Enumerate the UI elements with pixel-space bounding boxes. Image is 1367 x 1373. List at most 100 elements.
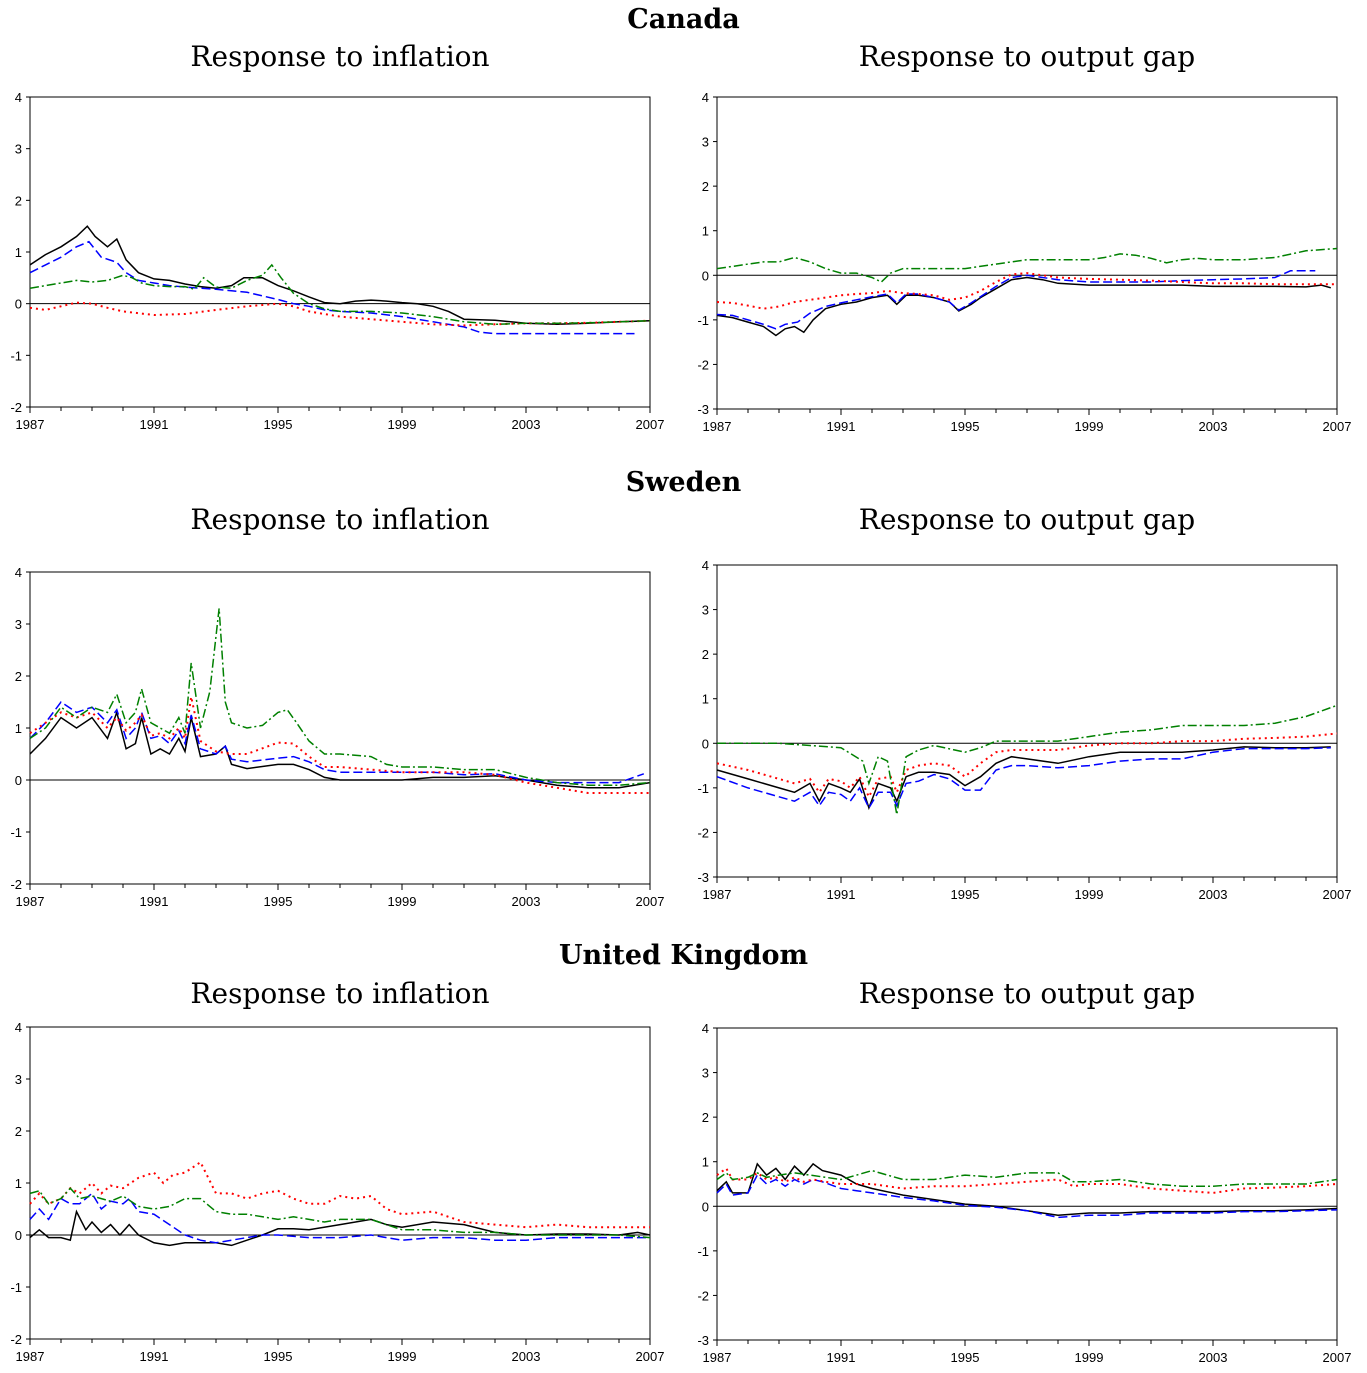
chart-sweden-inflation: -2 -1 0 1 2 3 4 1987 1991 1995 1999 2003 2007	[10, 565, 664, 909]
series-line-black	[29, 709, 651, 789]
x-tick-label: 1995	[951, 887, 980, 902]
x-tick-label: 1987	[703, 1350, 732, 1365]
y-tick-label: 1	[15, 1176, 22, 1191]
y-tick-label: -2	[697, 1288, 709, 1303]
series-line-green	[716, 1169, 1338, 1187]
x-tick-label: 1987	[16, 417, 45, 432]
y-tick-label: 1	[702, 224, 709, 239]
chart-uk-inflation: -2 -1 0 1 2 3 4 1987 1991 1995 1999 2003 2007	[10, 1020, 664, 1364]
plot-frame	[29, 571, 651, 885]
panel-title-uk-output-gap: Response to output gap	[858, 977, 1196, 1010]
y-tick-label: 0	[15, 297, 22, 312]
series-line-green	[29, 263, 651, 326]
x-tick-label: 2003	[1199, 1350, 1228, 1365]
panel-title-sweden-inflation: Response to inflation	[190, 503, 490, 536]
panel-title-uk-inflation: Response to inflation	[190, 977, 490, 1010]
y-tick-label: 3	[15, 1072, 22, 1087]
x-tick-label: 2007	[1323, 419, 1352, 434]
x-tick-label: 1991	[827, 887, 856, 902]
series-line-green	[716, 247, 1338, 283]
series-line-blue	[29, 240, 635, 335]
y-tick-label: -2	[697, 357, 709, 372]
x-tick-label: 1991	[827, 1350, 856, 1365]
chart-canada-output-gap: -3 -2 -1 0 1 2 3 4 1987 1991 1995 1999 2003 2007	[697, 90, 1352, 434]
series-line-red	[29, 1160, 650, 1229]
y-tick-label: -1	[10, 1280, 22, 1295]
series-line-blue	[716, 270, 1316, 330]
y-tick-label: 2	[702, 647, 709, 662]
x-tick-label: 2003	[512, 417, 541, 432]
x-tick-label: 1995	[264, 417, 293, 432]
panel-title-canada-inflation: Response to inflation	[190, 40, 490, 73]
series-line-black	[29, 1209, 651, 1247]
series-line-black	[716, 276, 1332, 337]
y-tick-label: -1	[697, 313, 709, 328]
y-tick-label: 0	[15, 773, 22, 788]
series-line-green	[717, 704, 1338, 815]
y-tick-label: -1	[697, 781, 709, 796]
y-tick-label: 3	[702, 135, 709, 150]
x-tick-label: 1995	[264, 894, 293, 909]
y-tick-label: 4	[702, 558, 709, 573]
x-tick-label: 1999	[388, 894, 417, 909]
y-tick-label: 2	[15, 1124, 22, 1139]
chart-uk-output-gap: -3 -2 -1 0 1 2 3 4 1987 1991 1995 1999 2003 2007	[697, 1021, 1351, 1365]
y-tick-label: 1	[702, 692, 709, 707]
y-tick-label: 1	[15, 245, 22, 260]
y-tick-label: 4	[702, 90, 709, 105]
x-tick-label: 1987	[703, 887, 732, 902]
x-tick-label: 1995	[951, 419, 980, 434]
section-title-uk: United Kingdom	[558, 940, 809, 971]
x-tick-label: 2003	[512, 894, 541, 909]
x-tick-label: 1999	[1075, 1350, 1104, 1365]
y-tick-label: 3	[15, 617, 22, 632]
y-tick-label: 2	[702, 179, 709, 194]
x-tick-label: 1987	[16, 1349, 45, 1364]
panel-title-sweden-output-gap: Response to output gap	[858, 503, 1196, 536]
y-tick-label: -3	[697, 402, 709, 417]
y-tick-label: 0	[702, 736, 709, 751]
y-tick-label: -2	[10, 877, 22, 892]
series-line-green	[29, 1187, 651, 1239]
panel-title-canada-output-gap: Response to output gap	[858, 40, 1196, 73]
x-tick-label: 2007	[636, 417, 665, 432]
series-line-green	[29, 608, 651, 786]
y-tick-label: 1	[15, 721, 22, 736]
plot-frame	[29, 1026, 651, 1340]
x-tick-label: 2007	[636, 894, 665, 909]
series-line-blue	[716, 1173, 1338, 1219]
y-tick-label: 4	[702, 1021, 709, 1036]
x-tick-label: 1999	[1075, 887, 1104, 902]
y-tick-label: 0	[702, 268, 709, 283]
y-tick-label: -2	[10, 1332, 22, 1347]
chart-canada-inflation: -2 -1 0 1 2 3 4 1987 1991 1995 1999 2003 2007	[10, 90, 664, 432]
x-tick-label: 2007	[636, 1349, 665, 1364]
x-tick-label: 2003	[1199, 419, 1228, 434]
y-tick-label: 1	[702, 1155, 709, 1170]
y-tick-label: 3	[702, 1066, 709, 1081]
x-tick-label: 1987	[16, 894, 45, 909]
x-tick-label: 2003	[1199, 887, 1228, 902]
y-tick-label: 4	[15, 1020, 22, 1035]
x-tick-label: 1999	[1075, 419, 1104, 434]
plot-frame	[716, 1027, 1338, 1341]
series-line-red	[716, 1166, 1338, 1194]
chart-sweden-output-gap: -3 -2 -1 0 1 2 3 4 1987 1991 1995 1999 2003 2007	[697, 558, 1352, 902]
x-tick-label: 1991	[140, 894, 169, 909]
y-tick-label: 3	[15, 142, 22, 157]
y-tick-label: -1	[10, 825, 22, 840]
y-tick-label: 4	[15, 565, 22, 580]
x-tick-label: 1991	[140, 1349, 169, 1364]
y-tick-label: 2	[702, 1110, 709, 1125]
plot-frame	[716, 96, 1338, 410]
x-tick-label: 2007	[1323, 887, 1352, 902]
series-line-blue	[29, 700, 645, 784]
x-tick-label: 1991	[140, 417, 169, 432]
section-title-sweden: Sweden	[625, 467, 742, 498]
series-line-red	[29, 696, 650, 794]
plot-frame	[716, 564, 1338, 878]
x-tick-label: 2003	[512, 1349, 541, 1364]
x-tick-label: 1999	[388, 1349, 417, 1364]
x-tick-label: 1995	[264, 1349, 293, 1364]
series-line-blue	[716, 746, 1331, 810]
